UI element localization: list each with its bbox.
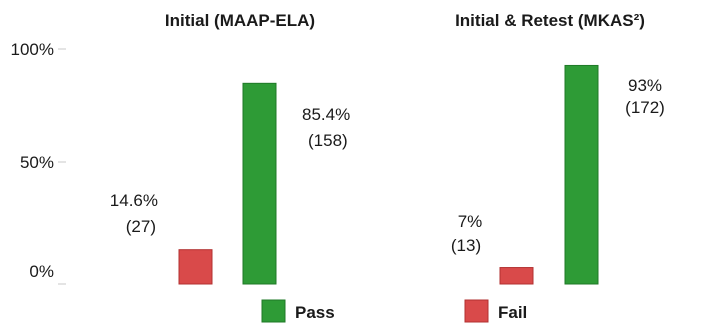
panel-title-initial: Initial (MAAP-ELA) [165,11,315,30]
label-initial-pass-pct: 85.4% [302,105,350,124]
legend-swatch-pass [261,299,286,323]
label-initial-fail-pct: 14.6% [110,191,158,210]
label-retest-fail-pct: 7% [458,212,483,231]
panel-title-retest: Initial & Retest (MKAS²) [455,11,645,30]
y-tick-50: 50% [20,153,54,172]
label-retest-fail-count: (13) [451,236,481,255]
bar-retest-fail [499,267,534,285]
y-tick-0: 0% [29,262,54,281]
label-initial-pass-count: (158) [308,131,348,150]
label-retest-pass-count: (172) [625,98,665,117]
y-tick-100: 100% [11,40,54,59]
bar-initial-pass [242,82,277,285]
legend-label-pass: Pass [295,303,335,322]
bar-retest-pass [564,64,599,285]
legend-swatch-fail [464,299,489,323]
label-initial-fail-count: (27) [126,217,156,236]
legend-label-fail: Fail [498,303,527,322]
label-retest-pass-pct: 93% [628,76,662,95]
bar-initial-fail [178,249,213,285]
